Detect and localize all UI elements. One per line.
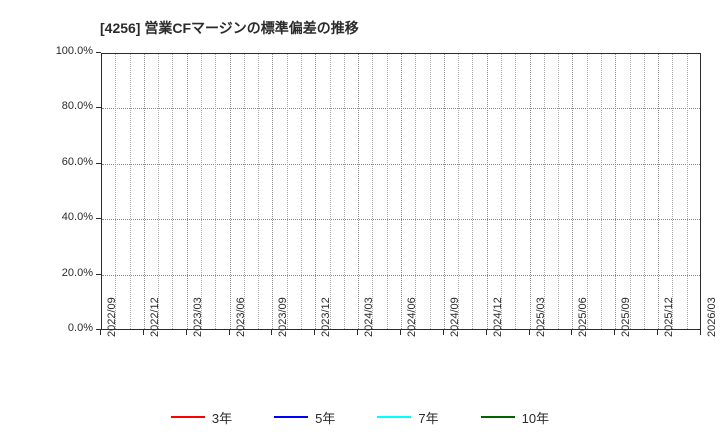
plot-area — [101, 53, 701, 330]
gridline-vertical — [515, 54, 517, 329]
x-tick-label: 2022/12 — [148, 297, 161, 337]
x-tick-mark — [357, 330, 359, 335]
legend-label: 7年 — [418, 410, 439, 426]
x-tick-label: 2024/03 — [363, 297, 376, 337]
chart-title: [4256] 営業CFマージンの標準偏差の推移 — [100, 20, 359, 36]
legend-item[interactable]: 5年 — [274, 408, 335, 427]
x-tick-mark — [400, 330, 401, 335]
x-tick-label: 2023/06 — [234, 297, 247, 337]
x-tick-label: 2025/12 — [663, 297, 676, 337]
gridline-vertical — [472, 54, 474, 329]
gridline-vertical — [272, 54, 274, 329]
x-tick-mark — [485, 330, 487, 335]
y-tick-label: 20.0% — [61, 266, 93, 279]
gridline-vertical — [501, 54, 502, 329]
y-tick-label: 100.0% — [55, 45, 93, 57]
gridline-vertical — [672, 54, 674, 329]
x-tick-mark — [657, 330, 659, 335]
x-tick-label: 2023/03 — [191, 297, 204, 337]
gridline-vertical — [415, 54, 417, 329]
gridline-vertical — [358, 54, 360, 329]
x-tick-label: 2026/03 — [706, 297, 718, 337]
gridline-vertical — [529, 54, 531, 329]
y-tick-mark — [96, 162, 101, 164]
gridline-vertical — [286, 54, 288, 329]
x-tick-label: 2024/06 — [406, 297, 418, 337]
gridline-vertical — [143, 54, 145, 329]
legend-item[interactable]: 7年 — [377, 408, 439, 427]
x-tick-mark — [442, 330, 444, 335]
gridline-vertical — [586, 54, 588, 329]
x-tick-mark — [314, 330, 316, 335]
x-tick-label: 2023/12 — [320, 297, 333, 337]
y-tick-mark — [96, 273, 101, 275]
gridline-vertical — [401, 54, 402, 329]
x-tick-mark — [528, 330, 530, 335]
gridline-vertical — [315, 54, 317, 329]
legend-swatch-line-icon — [274, 416, 309, 418]
legend-label: 5年 — [315, 410, 336, 426]
gridline-vertical — [543, 54, 545, 329]
gridline-vertical — [643, 54, 645, 329]
x-tick-mark — [700, 330, 701, 335]
x-tick-label: 2024/12 — [491, 297, 504, 337]
x-tick-mark — [185, 330, 187, 335]
gridline-vertical — [329, 54, 331, 329]
gridline-vertical — [372, 54, 374, 329]
gridline-vertical — [201, 54, 202, 329]
y-tick-mark — [96, 52, 101, 53]
gridline-vertical — [172, 54, 174, 329]
gridline-vertical — [429, 54, 431, 329]
gridline-vertical — [386, 54, 388, 329]
gridline-vertical — [158, 54, 160, 329]
y-tick-mark — [96, 218, 101, 220]
x-tick-label: 2025/09 — [620, 297, 633, 337]
gridline-vertical — [229, 54, 231, 329]
y-tick-label: 60.0% — [61, 155, 93, 168]
gridline-vertical — [443, 54, 445, 329]
gridline-vertical — [558, 54, 560, 329]
legend-swatch-line-icon — [480, 416, 515, 418]
x-tick-mark — [571, 330, 573, 335]
gridline-vertical — [629, 54, 631, 329]
x-tick-label: 2024/09 — [448, 297, 461, 337]
gridline-vertical — [615, 54, 617, 329]
y-tick-label: 80.0% — [61, 100, 93, 113]
gridline-vertical — [458, 54, 460, 329]
gridline-vertical — [686, 54, 688, 329]
legend-item[interactable]: 10年 — [480, 408, 550, 427]
gridline-vertical — [243, 54, 245, 329]
y-tick-mark — [96, 329, 101, 330]
gridline-vertical — [301, 54, 302, 329]
gridline-vertical — [115, 54, 117, 329]
gridline-vertical — [343, 54, 345, 329]
gridline-vertical — [215, 54, 217, 329]
gridline-vertical — [572, 54, 574, 329]
x-tick-mark — [271, 330, 273, 335]
gridline-vertical — [486, 54, 488, 329]
gridline-vertical — [186, 54, 188, 329]
x-tick-mark — [142, 330, 144, 335]
x-tick-label: 2023/09 — [277, 297, 290, 337]
gridline-vertical — [601, 54, 602, 329]
legend-swatch-line-icon — [377, 416, 412, 418]
y-tick-label: 0.0% — [67, 322, 93, 334]
gridline-vertical — [258, 54, 260, 329]
gridline-vertical — [658, 54, 660, 329]
y-tick-mark — [96, 107, 101, 109]
y-tick-label: 40.0% — [61, 211, 93, 224]
x-tick-mark — [100, 330, 101, 335]
x-tick-label: 2025/03 — [534, 297, 547, 337]
legend-label: 10年 — [521, 410, 550, 426]
x-tick-mark — [228, 330, 230, 335]
chart-legend: 3年 5年 7年 10年 — [0, 406, 720, 428]
x-tick-mark — [614, 330, 616, 335]
legend-item[interactable]: 3年 — [170, 408, 233, 427]
x-tick-label: 2022/09 — [106, 297, 118, 337]
gridline-vertical — [129, 54, 131, 329]
legend-label: 3年 — [211, 410, 233, 426]
legend-swatch-line-icon — [170, 416, 205, 418]
x-tick-label: 2025/06 — [577, 297, 590, 337]
